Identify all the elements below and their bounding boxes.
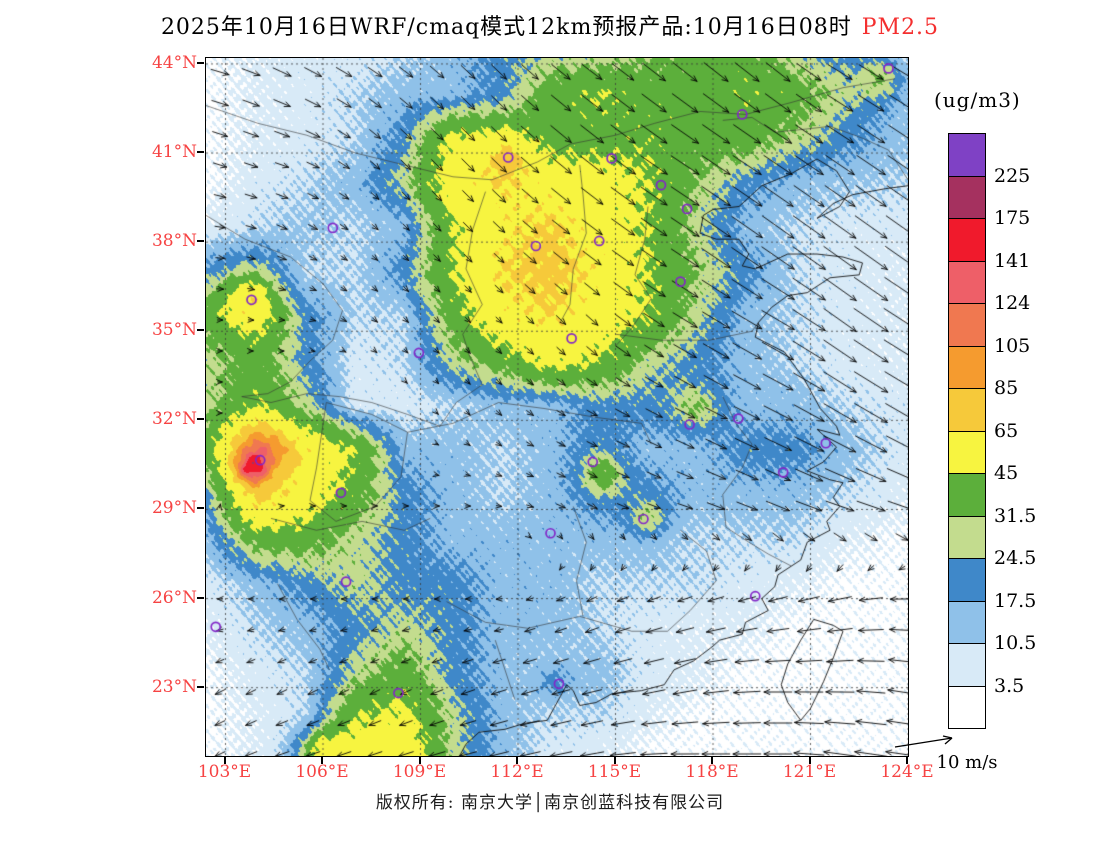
legend-color-box (948, 260, 986, 304)
lat-axis-tick (197, 685, 204, 688)
lon-tick-label: 109°E (392, 762, 447, 782)
lat-axis-tick (197, 329, 204, 332)
legend-level-label: 85 (994, 377, 1019, 399)
legend-color-box (948, 345, 986, 389)
lon-axis-tick (808, 757, 811, 764)
copyright: 版权所有: 南京大学│南京创蓝科技有限公司 (375, 793, 725, 813)
legend-unit: (ug/m3) (934, 88, 1021, 112)
lon-tick-label: 115°E (587, 762, 642, 782)
lat-axis-tick (197, 61, 204, 64)
legend-color-box (948, 643, 986, 687)
legend-level-label: 105 (994, 334, 1031, 357)
legend-color-box (948, 685, 986, 729)
legend-level-label: 31.5 (994, 504, 1037, 527)
legend-level-label: 124 (994, 292, 1031, 314)
lat-tick-label: 23°N (151, 676, 197, 697)
legend-color-box (948, 600, 986, 644)
lon-axis-tick (613, 757, 616, 764)
lat-axis-tick (197, 418, 204, 421)
wind-reference-label: 10 m/s (936, 752, 998, 773)
lon-axis-tick (418, 757, 421, 764)
legend-color-box (948, 473, 986, 517)
lat-tick-label: 44°N (151, 52, 197, 73)
lat-tick-label: 41°N (151, 142, 197, 163)
legend-color-box (948, 430, 986, 474)
legend-level-label: 17.5 (994, 589, 1037, 612)
legend-level-label: 24.5 (994, 547, 1037, 569)
lon-tick-label: 118°E (685, 762, 739, 782)
legend-level-label: 65 (994, 419, 1019, 442)
lon-tick-label: 124°E (880, 762, 934, 782)
lon-axis-tick (321, 757, 323, 764)
legend-color-box (948, 218, 986, 262)
title-text: 2025年10月16日WRF/cmaq模式12km预报产品:10月16日08时 (160, 15, 852, 40)
lon-axis-tick (711, 757, 713, 764)
lon-axis-tick (906, 757, 908, 764)
page-title: 2025年10月16日WRF/cmaq模式12km预报产品:10月16日08时 P… (0, 9, 1100, 41)
legend-color-box (948, 388, 986, 432)
legend-level-label: 141 (994, 249, 1031, 272)
lon-tick-label: 121°E (782, 762, 837, 782)
legend-color-box (948, 303, 986, 347)
lon-axis-tick (223, 757, 226, 764)
legend-color-box (948, 515, 986, 559)
lat-axis-tick (197, 507, 204, 510)
title-pollutant: PM2.5 (861, 15, 940, 40)
legend-level-label: 3.5 (994, 674, 1025, 697)
wind-reference-arrow-icon (894, 735, 953, 748)
lat-tick-label: 29°N (151, 498, 197, 519)
legend-color-box (948, 558, 986, 602)
legend-color-box (948, 133, 986, 177)
legend-level-label: 10.5 (994, 632, 1037, 654)
legend-level-label: 45 (994, 462, 1019, 484)
lat-axis-tick (197, 151, 204, 154)
lon-tick-label: 106°E (295, 762, 349, 782)
lat-tick-label: 38°N (151, 231, 197, 252)
lon-tick-label: 112°E (490, 762, 544, 782)
lat-axis-tick (197, 240, 204, 243)
forecast-map-canvas (205, 57, 909, 757)
legend-level-label: 225 (994, 164, 1031, 187)
lat-tick-label: 35°N (151, 320, 197, 341)
legend-level-label: 175 (994, 207, 1031, 229)
lon-axis-tick (516, 757, 518, 764)
lat-tick-label: 26°N (151, 587, 197, 608)
lon-tick-label: 103°E (197, 762, 252, 782)
lat-tick-label: 32°N (151, 409, 197, 430)
lat-axis-tick (197, 596, 204, 599)
legend-color-box (948, 175, 986, 219)
